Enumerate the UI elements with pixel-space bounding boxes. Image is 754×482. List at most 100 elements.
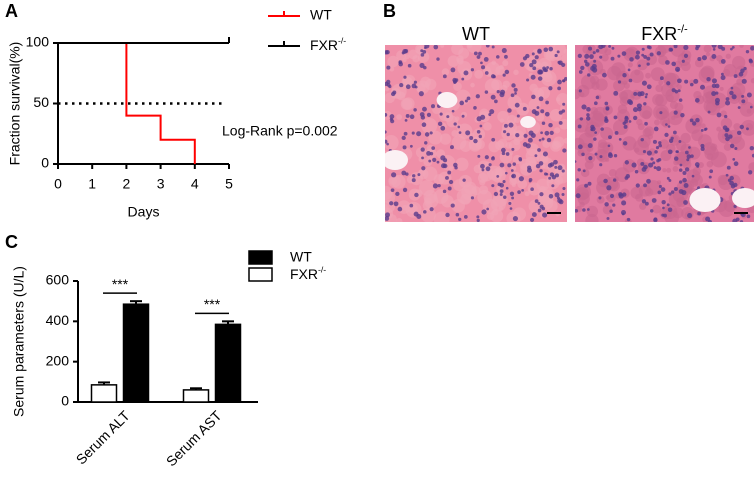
nucleus [514, 91, 517, 95]
nucleus [684, 79, 689, 84]
nucleus [432, 183, 438, 189]
nucleus [593, 101, 598, 106]
nucleus [442, 189, 447, 194]
nucleus [518, 176, 524, 182]
nucleus [479, 124, 483, 128]
nucleus [491, 184, 495, 188]
nucleus [610, 56, 615, 61]
nucleus [673, 130, 677, 135]
nucleus [413, 80, 417, 84]
nucleus [511, 196, 515, 200]
nucleus [695, 46, 699, 51]
nucleus [668, 178, 672, 182]
nucleus [531, 59, 537, 65]
cell [672, 166, 679, 172]
nucleus [683, 200, 688, 205]
cell [389, 177, 397, 185]
nucleus [594, 152, 598, 156]
nucleus [604, 101, 609, 106]
nucleus [635, 183, 640, 188]
nucleus [537, 201, 541, 205]
nucleus [714, 83, 720, 89]
nucleus [747, 170, 753, 175]
cell [750, 78, 754, 84]
cell [604, 48, 612, 56]
nucleus [678, 140, 682, 143]
cell [590, 75, 600, 85]
nucleus [461, 77, 465, 81]
nucleus [614, 130, 619, 135]
nucleus [485, 166, 491, 172]
cell [389, 66, 395, 72]
nucleus [653, 166, 657, 170]
nucleus [542, 151, 548, 157]
cell [723, 143, 732, 151]
cell [479, 179, 486, 186]
bar [214, 323, 242, 403]
nucleus [683, 53, 689, 58]
nucleus [428, 159, 432, 163]
nucleus [469, 136, 474, 140]
nucleus [544, 68, 548, 73]
nucleus [665, 123, 668, 126]
nucleus [656, 166, 662, 172]
nucleus [457, 125, 461, 129]
cell [694, 58, 704, 68]
bar [182, 389, 210, 403]
nucleus [464, 99, 468, 103]
nucleus [510, 93, 515, 98]
cell [441, 68, 450, 76]
nucleus [488, 163, 492, 167]
cell [448, 166, 454, 172]
nucleus [470, 68, 475, 72]
nucleus [527, 167, 533, 173]
cell [691, 174, 703, 186]
nucleus [558, 120, 563, 125]
cell [499, 64, 504, 70]
nucleus [653, 217, 658, 222]
nucleus [670, 190, 675, 194]
nucleus [385, 130, 387, 134]
cell [716, 126, 722, 132]
nucleus [544, 111, 550, 117]
nucleus [640, 137, 644, 142]
nucleus [684, 167, 690, 172]
nucleus [740, 68, 745, 74]
nucleus [440, 125, 446, 131]
cell [458, 174, 472, 188]
cell [513, 69, 519, 76]
nucleus [590, 65, 596, 71]
nucleus [446, 115, 450, 119]
nucleus [501, 48, 507, 54]
cell [659, 139, 669, 149]
nucleus [442, 74, 447, 79]
nucleus [629, 57, 634, 62]
cell [491, 60, 497, 66]
cell [658, 80, 664, 86]
nucleus [488, 112, 492, 117]
nucleus [485, 45, 490, 48]
nucleus [561, 62, 566, 68]
nucleus [386, 79, 391, 85]
nucleus [480, 114, 486, 120]
nucleus [402, 49, 408, 54]
nucleus [665, 60, 670, 65]
nucleus [523, 133, 528, 138]
nucleus [546, 137, 552, 143]
nucleus [700, 146, 705, 152]
legend-label: WT [290, 249, 312, 265]
nucleus [503, 195, 507, 199]
nucleus [507, 163, 512, 168]
nucleus [535, 163, 541, 169]
nucleus [541, 137, 545, 141]
cell [417, 51, 430, 63]
cell [451, 198, 466, 213]
nucleus [656, 51, 662, 56]
nucleus [489, 109, 495, 115]
nucleus [432, 157, 437, 163]
nucleus [739, 220, 744, 222]
x-tick-label: 0 [54, 176, 62, 192]
nucleus [588, 46, 593, 51]
nucleus [545, 172, 549, 176]
cell [722, 69, 731, 77]
